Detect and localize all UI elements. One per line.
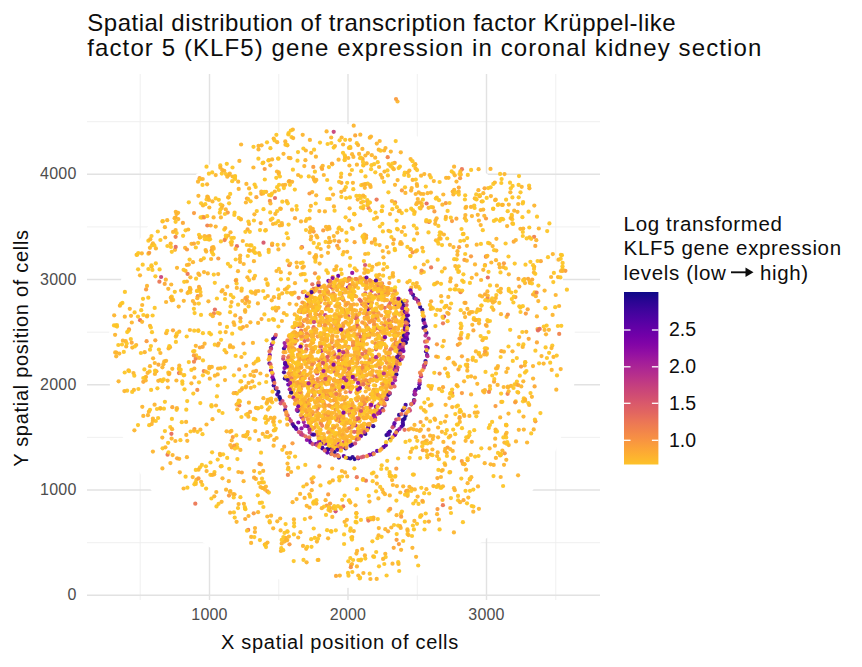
svg-text:KLF5 gene expression: KLF5 gene expression — [624, 236, 842, 259]
svg-text:3000: 3000 — [468, 606, 504, 623]
svg-text:levels (low: levels (low — [624, 261, 727, 284]
svg-text:Y spatial position of cells: Y spatial position of cells — [10, 229, 32, 467]
svg-text:high): high) — [760, 261, 809, 284]
svg-text:0: 0 — [67, 586, 76, 603]
svg-text:2000: 2000 — [330, 606, 366, 623]
svg-text:2000: 2000 — [40, 376, 76, 393]
svg-text:Spatial distribution of transc: Spatial distribution of transcription fa… — [87, 9, 676, 36]
svg-text:4000: 4000 — [40, 165, 76, 182]
svg-text:2.5: 2.5 — [669, 318, 696, 340]
svg-text:factor 5 (KLF5) gene expressio: factor 5 (KLF5) gene expression in coron… — [87, 34, 762, 61]
svg-text:1.5: 1.5 — [669, 392, 696, 414]
svg-text:1000: 1000 — [191, 606, 227, 623]
svg-text:2.0: 2.0 — [669, 355, 696, 377]
svg-text:X spatial position of cells: X spatial position of cells — [221, 631, 459, 653]
svg-text:3000: 3000 — [40, 271, 76, 288]
svg-text:1000: 1000 — [40, 481, 76, 498]
svg-text:1.0: 1.0 — [669, 429, 696, 451]
svg-text:Log transformed: Log transformed — [624, 212, 783, 235]
